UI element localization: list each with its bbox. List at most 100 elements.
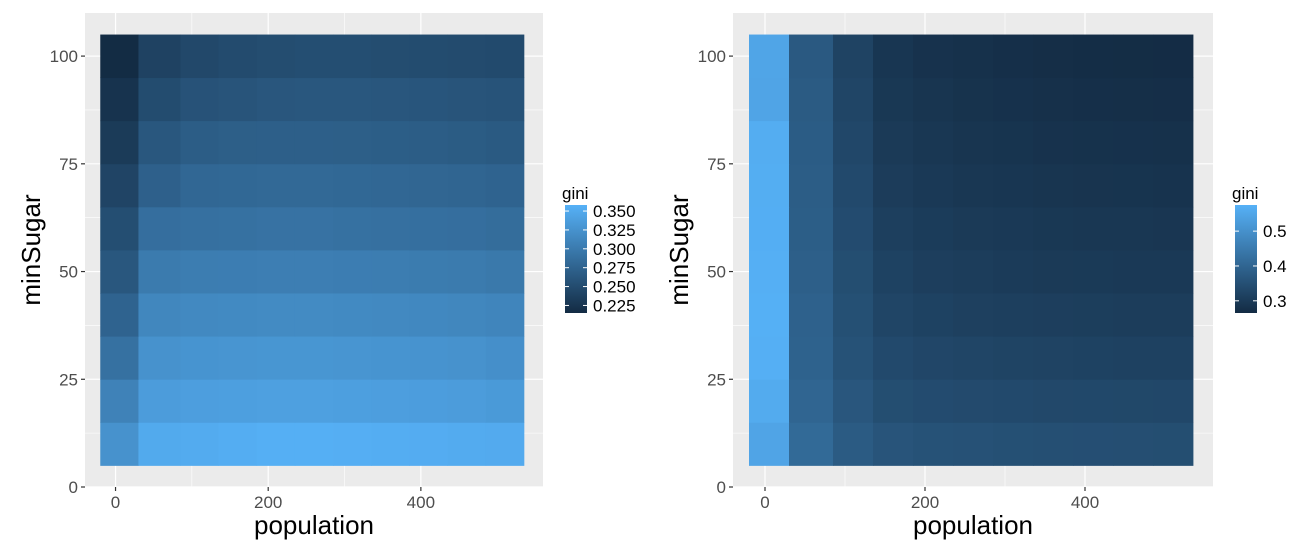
heatmap-tile [749, 422, 790, 466]
heatmap-tile [833, 422, 874, 466]
heatmap-tile [789, 34, 834, 79]
heatmap-tile [873, 206, 914, 251]
heatmap-tile [1033, 34, 1074, 79]
heatmap-tile [100, 120, 139, 165]
heatmap-tile [256, 77, 296, 122]
heatmap-tile [993, 379, 1034, 423]
heatmap-tile [1153, 77, 1194, 122]
heatmap-tile [180, 422, 219, 466]
heatmap-tile [485, 77, 525, 122]
heatmap-tile [873, 34, 914, 79]
heatmap-panel-2: 0 25 50 75 100 0 200 400 population minSugar gini 0… [664, 13, 1287, 540]
legend-tick-label: 0.225 [593, 296, 636, 315]
heatmap-tile [1113, 250, 1154, 294]
heatmap-tile [1153, 379, 1194, 423]
heatmap-tile [138, 34, 181, 79]
heatmap-tile [789, 250, 834, 294]
heatmap-tile [993, 34, 1034, 79]
heatmap-tile [1153, 120, 1194, 165]
heatmap-tile [294, 163, 334, 208]
heatmap-tile [333, 336, 372, 380]
heatmap-tile [833, 336, 874, 380]
heatmap-tile [256, 120, 296, 165]
heatmap-tile [1153, 34, 1194, 79]
heatmap-tile [913, 163, 954, 208]
y-tick-label: 25 [59, 370, 78, 389]
x-tick-label: 0 [111, 493, 120, 512]
heatmap-tile [913, 34, 954, 79]
heatmap-tile [1073, 379, 1114, 423]
heatmap-tile [789, 336, 834, 380]
heatmap-tile [833, 379, 874, 423]
heatmap-tile [873, 336, 914, 380]
heatmap-tile [1153, 336, 1194, 380]
heatmap-tile [993, 163, 1034, 208]
heatmap-tile [371, 293, 410, 337]
heatmap-tile [1113, 120, 1154, 165]
heatmap-tile [180, 120, 219, 165]
heatmap-tile [913, 77, 954, 122]
heatmap-tile [1153, 206, 1194, 251]
heatmap-tile [138, 336, 181, 380]
y-axis-title: minSugar [664, 194, 694, 306]
heatmap-tile [180, 379, 219, 423]
heatmap-tile [749, 163, 790, 208]
heatmap-tile [180, 34, 219, 79]
heatmap-tile [447, 336, 487, 380]
heatmap-tile [100, 422, 139, 466]
heatmap-tile [485, 250, 525, 294]
heatmap-tile [409, 422, 448, 466]
heatmap-tile [447, 250, 487, 294]
legend-tick-label: 0.325 [593, 221, 636, 240]
y-tick-label: 50 [59, 263, 78, 282]
heatmap-tile [256, 163, 296, 208]
heatmap-tile [1113, 206, 1154, 251]
heatmap-tile [1153, 250, 1194, 294]
heatmap-tile [953, 293, 994, 337]
heatmap-tile [1153, 422, 1194, 466]
heatmap-tile [180, 336, 219, 380]
heatmap-tile [256, 293, 296, 337]
y-tick-label: 0 [69, 478, 78, 497]
heatmap-tile [833, 250, 874, 294]
heatmap-tile [913, 379, 954, 423]
heatmap-tile [138, 379, 181, 423]
heatmap-tile [447, 293, 487, 337]
heatmap-tile [294, 34, 334, 79]
heatmap-tile [953, 34, 994, 79]
heatmap-tile [1153, 163, 1194, 208]
heatmap-tile [789, 120, 834, 165]
legend-tick-label: 0.250 [593, 278, 636, 297]
heatmap-tile [1033, 293, 1074, 337]
heatmap-tile [1073, 250, 1114, 294]
heatmap-tile [100, 163, 139, 208]
heatmap-tile [138, 293, 181, 337]
heatmap-tile [447, 163, 487, 208]
heatmap-tile [789, 77, 834, 122]
legend-tick-label: 0.3 [1263, 292, 1287, 311]
heatmap-tile [913, 120, 954, 165]
heatmap-tile [333, 379, 372, 423]
heatmap-tile [409, 120, 448, 165]
heatmap-tile [749, 379, 790, 423]
y-tick-label: 100 [698, 47, 726, 66]
heatmap-tile [1073, 34, 1114, 79]
heatmap-tile [953, 163, 994, 208]
heatmap-tile [833, 120, 874, 165]
heatmap-tile [1033, 250, 1074, 294]
heatmap-tile [1153, 293, 1194, 337]
heatmap-tile [789, 293, 834, 337]
heatmap-tile [993, 120, 1034, 165]
x-axis-title: population [913, 510, 1033, 540]
heatmap-tile [873, 77, 914, 122]
heatmap-tile [409, 77, 448, 122]
heatmap-tile [1113, 293, 1154, 337]
heatmap-tile [180, 293, 219, 337]
heatmap-tile [1033, 163, 1074, 208]
heatmap-tile [333, 206, 372, 251]
heatmap-tile [913, 206, 954, 251]
y-axis-title: minSugar [16, 194, 46, 306]
heatmap-tile [218, 206, 258, 251]
heatmap-tile [447, 120, 487, 165]
